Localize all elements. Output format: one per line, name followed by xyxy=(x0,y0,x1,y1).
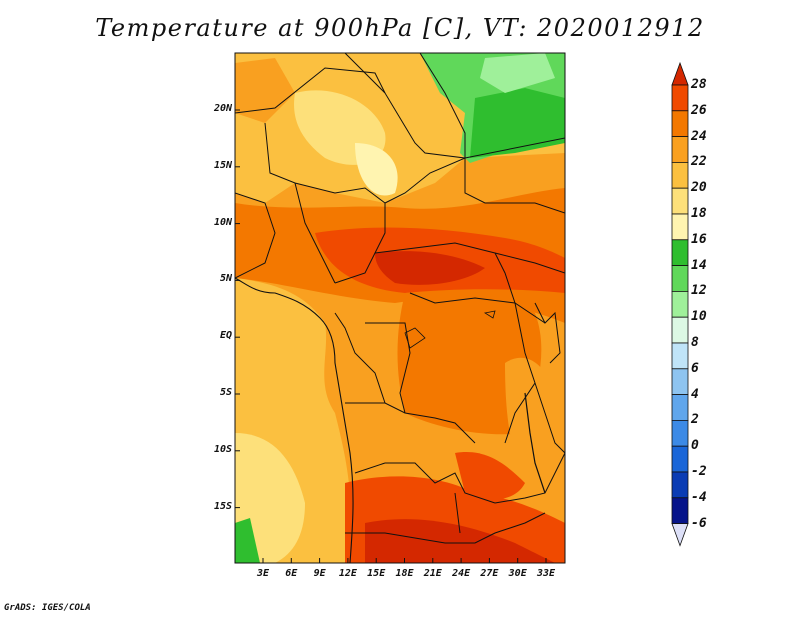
colorbar-label: 0 xyxy=(691,438,699,454)
x-tick-label: 33E xyxy=(536,568,556,579)
y-tick-label: 20N xyxy=(213,103,232,114)
colorbar-bin xyxy=(671,497,689,524)
y-tick-label: 10N xyxy=(213,216,232,228)
chart-title: Temperature at 900hPa [C], VT: 202001291… xyxy=(95,14,705,42)
x-tick-label: 30E xyxy=(508,568,527,579)
colorbar-label: 24 xyxy=(691,128,707,144)
colorbar-label: -2 xyxy=(691,464,707,479)
x-tick-label: 21E xyxy=(423,568,442,579)
colorbar-label: 22 xyxy=(691,154,707,170)
grads-credit: GrADS: IGES/COLA xyxy=(4,603,91,613)
colorbar-bin xyxy=(671,161,689,189)
y-tick-label: 5N xyxy=(219,273,232,285)
y-tick-label: EQ xyxy=(219,330,232,342)
colorbar-bin xyxy=(671,84,689,112)
temperature-field xyxy=(235,53,565,563)
x-tick-label: 12E xyxy=(338,568,357,579)
colorbar-label: -4 xyxy=(691,489,707,505)
colorbar-label: 20 xyxy=(691,180,707,196)
colorbar-label: 18 xyxy=(691,206,707,221)
colorbar-label: 6 xyxy=(691,360,699,376)
colorbar-bin xyxy=(671,368,689,395)
x-tick-label: 6E xyxy=(285,568,298,579)
colorbar-bin xyxy=(671,316,689,344)
colorbar xyxy=(671,61,689,547)
colorbar-label: 14 xyxy=(691,257,707,273)
colorbar-bin xyxy=(671,290,689,318)
colorbar-bin xyxy=(671,110,689,138)
x-tick-label: 15E xyxy=(367,568,386,579)
colorbar-label: 4 xyxy=(691,386,699,402)
colorbar-bin xyxy=(671,342,689,370)
colorbar-bin xyxy=(671,419,689,447)
colorbar-label: 26 xyxy=(691,102,707,118)
x-tick-label: 9E xyxy=(313,568,326,579)
colorbar-label: 10 xyxy=(691,309,707,325)
colorbar-label: -6 xyxy=(691,515,707,531)
colorbar-bin xyxy=(671,187,689,215)
colorbar-label: 8 xyxy=(691,335,699,350)
y-tick-label: 15S xyxy=(213,500,232,512)
temperature-map xyxy=(235,53,565,563)
colorbar-label: 28 xyxy=(691,77,707,92)
colorbar-bin xyxy=(671,239,689,267)
colorbar-label: 16 xyxy=(691,231,707,247)
x-tick-label: 3E xyxy=(256,568,270,579)
y-tick-label: 15N xyxy=(213,159,232,171)
x-tick-label: 18E xyxy=(395,568,414,579)
colorbar-label: 12 xyxy=(691,283,707,299)
colorbar-bin xyxy=(671,213,689,241)
colorbar-bottom-arrow xyxy=(671,523,689,547)
colorbar-bin xyxy=(671,445,689,473)
x-tick-label: 27E xyxy=(480,568,499,579)
colorbar-bin xyxy=(671,394,689,421)
y-tick-label: 5S xyxy=(219,387,232,398)
colorbar-top-arrow xyxy=(671,61,689,86)
colorbar-bin xyxy=(671,136,689,163)
colorbar-bin xyxy=(671,265,689,292)
colorbar-label: 2 xyxy=(691,412,699,428)
y-tick-label: 10S xyxy=(213,443,232,455)
x-tick-label: 24E xyxy=(452,568,471,579)
colorbar-bin xyxy=(671,471,689,499)
